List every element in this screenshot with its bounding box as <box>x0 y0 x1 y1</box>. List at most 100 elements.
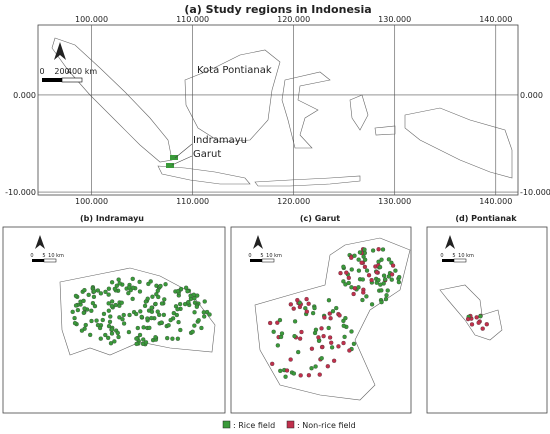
sample-point <box>199 325 204 331</box>
scale-bar <box>250 259 262 262</box>
sample-point <box>346 280 351 286</box>
panel-b: (b) Indramayu <box>2 214 226 414</box>
scale-label: 5 <box>452 253 455 259</box>
sample-point <box>134 336 139 341</box>
sample-point <box>306 373 312 378</box>
sample-point <box>291 306 296 311</box>
sample-point <box>100 317 105 323</box>
sample-point <box>329 345 335 350</box>
java <box>157 165 251 185</box>
sample-point <box>389 272 395 277</box>
sample-point <box>376 277 381 283</box>
scale-label: 5 <box>260 253 263 259</box>
sample-point <box>142 303 148 308</box>
sample-point <box>386 257 392 262</box>
sample-point <box>91 294 97 299</box>
sample-point <box>297 336 303 341</box>
sample-point <box>162 297 167 302</box>
sample-point <box>377 264 383 270</box>
scale-label: 0 <box>440 253 443 259</box>
sample-point <box>344 270 349 275</box>
sample-point <box>361 290 366 295</box>
sample-point <box>101 311 107 317</box>
sample-point <box>278 368 283 374</box>
lat-label: -10.000 <box>520 188 550 197</box>
panel-title: (b) Indramayu <box>80 214 144 223</box>
panel-frame <box>2 226 226 414</box>
sample-point <box>288 302 293 307</box>
sample-point <box>325 364 330 369</box>
sample-point <box>90 301 96 306</box>
sample-point <box>316 335 321 340</box>
sample-point <box>92 303 98 309</box>
sample-point <box>192 310 197 315</box>
sample-point <box>159 320 164 325</box>
sample-point <box>366 273 372 278</box>
sample-point <box>165 335 170 341</box>
sample-point <box>275 343 280 348</box>
sample-point <box>176 320 181 325</box>
region <box>439 284 503 341</box>
sample-point <box>183 285 189 290</box>
sample-point <box>351 341 357 346</box>
sample-point <box>127 312 132 318</box>
lon-label: 120.000 <box>277 15 310 24</box>
sample-point <box>326 325 331 331</box>
sample-point <box>356 257 361 262</box>
sample-point <box>106 301 111 306</box>
leader-line <box>171 155 193 166</box>
sample-point <box>271 329 276 334</box>
sample-point <box>313 327 319 332</box>
sample-point <box>298 373 303 378</box>
sample-point <box>194 304 199 309</box>
panel-title: (c) Garut <box>300 214 340 223</box>
sample-point <box>153 335 158 340</box>
sample-point <box>288 357 293 362</box>
sample-point <box>202 299 207 304</box>
sample-point <box>352 286 358 291</box>
scale-bar <box>42 78 62 82</box>
sample-point <box>327 311 332 316</box>
sample-point <box>114 283 119 288</box>
sample-point <box>126 291 131 296</box>
sample-point <box>158 283 163 289</box>
sample-point <box>341 340 346 346</box>
sample-point <box>292 333 297 339</box>
sample-point <box>82 288 87 293</box>
sample-point <box>275 320 280 325</box>
sample-point <box>196 318 201 323</box>
sample-point <box>177 301 183 307</box>
sample-point <box>381 273 387 278</box>
sample-point <box>72 315 77 321</box>
sample-point <box>157 312 162 318</box>
sample-point <box>346 275 351 281</box>
papua <box>404 107 513 179</box>
sample-point <box>149 305 154 310</box>
sample-point <box>116 277 121 282</box>
sample-point <box>207 312 212 317</box>
maluku <box>349 94 396 136</box>
scale-bar <box>442 259 454 262</box>
scale-label: 0 <box>248 253 251 259</box>
sample-point <box>81 310 86 315</box>
scale-bar <box>453 258 467 263</box>
north-arrow <box>54 42 66 60</box>
sample-point <box>106 292 111 297</box>
sample-point <box>70 309 75 314</box>
sample-point <box>309 346 315 351</box>
sample-point <box>312 305 317 311</box>
sample-point <box>112 339 117 344</box>
sample-point <box>379 300 384 305</box>
sample-point <box>283 374 288 379</box>
lon-label: 130.000 <box>378 197 411 206</box>
sample-point <box>138 309 143 314</box>
sample-point <box>109 299 115 304</box>
sample-point <box>385 288 390 293</box>
sample-point <box>130 296 135 302</box>
legend-label: : Non-rice field <box>297 421 356 430</box>
sample-point <box>279 331 285 336</box>
sample-point <box>109 331 115 336</box>
sample-point <box>106 286 112 291</box>
sample-point <box>145 296 150 301</box>
sample-point <box>192 323 197 328</box>
